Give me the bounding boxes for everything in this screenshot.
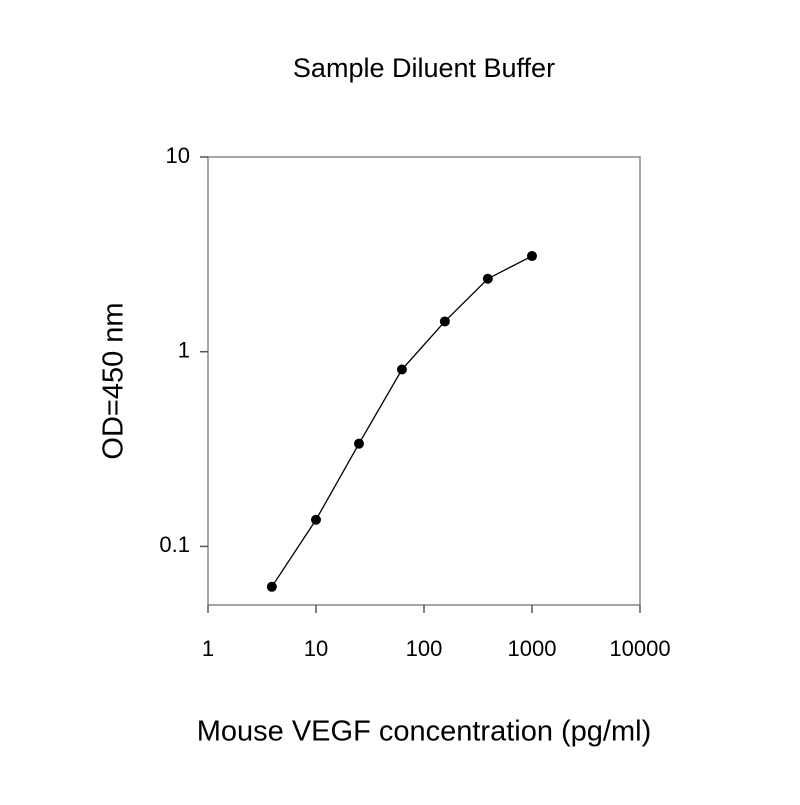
data-point	[527, 251, 537, 262]
x-tick-label: 10000	[609, 636, 670, 661]
x-axis-label: Mouse VEGF concentration (pg/ml)	[197, 716, 652, 748]
data-point	[353, 438, 364, 449]
data-point	[439, 316, 450, 327]
x-tick-label: 100	[406, 636, 443, 661]
data-point	[482, 273, 493, 284]
y-axis-label: OD=450 nm	[98, 302, 130, 459]
data-point	[311, 514, 321, 525]
x-tick-label: 1000	[508, 636, 557, 661]
y-tick-label: 0.1	[159, 532, 190, 557]
chart-title: Sample Diluent Buffer	[293, 53, 555, 83]
y-tick-label: 10	[166, 143, 190, 168]
y-tick-label: 1	[178, 338, 190, 363]
x-tick-label: 1	[202, 636, 214, 661]
data-point	[266, 581, 277, 592]
x-tick-label: 10	[304, 636, 328, 661]
data-point	[396, 364, 407, 375]
